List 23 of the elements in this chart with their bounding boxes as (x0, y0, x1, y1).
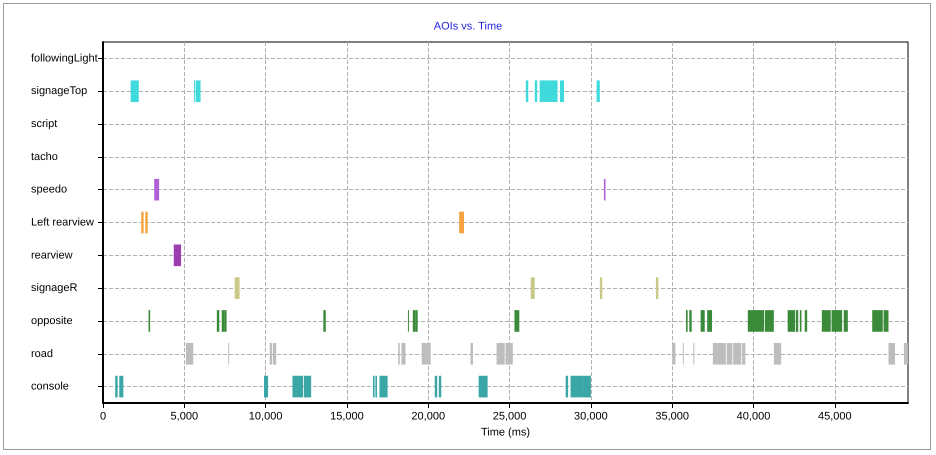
y-tick-label: speedo (31, 184, 68, 196)
y-tick-label: road (31, 348, 54, 360)
x-tick-label: 25,000 (492, 410, 526, 422)
x-tick-label: 35,000 (655, 410, 690, 422)
y-tick-label: tacho (31, 150, 58, 163)
y-tick-label: rearview (31, 249, 73, 262)
x-tick-label: 40,000 (736, 410, 770, 422)
y-tick-label: signageR (31, 282, 78, 294)
x-tick-label: 20,000 (411, 410, 446, 422)
y-tick-label: opposite (31, 314, 73, 327)
x-axis-title: Time (ms) (480, 426, 530, 438)
chart-title: AOIs vs. Time (434, 20, 502, 32)
y-tick-label: script (31, 118, 58, 130)
y-tick-label: Left rearview (31, 216, 94, 228)
x-tick-label: 30,000 (574, 410, 608, 422)
x-tick-label: 5,000 (170, 410, 198, 422)
x-tick-label: 0 (100, 410, 106, 422)
x-tick-label: 10,000 (248, 410, 282, 422)
y-tick-label: console (31, 380, 69, 393)
y-tick-label: signageTop (31, 85, 88, 98)
x-tick-label: 15,000 (330, 410, 364, 422)
x-tick-label: 45,000 (818, 410, 852, 422)
y-tick-label: followingLight (31, 52, 98, 64)
